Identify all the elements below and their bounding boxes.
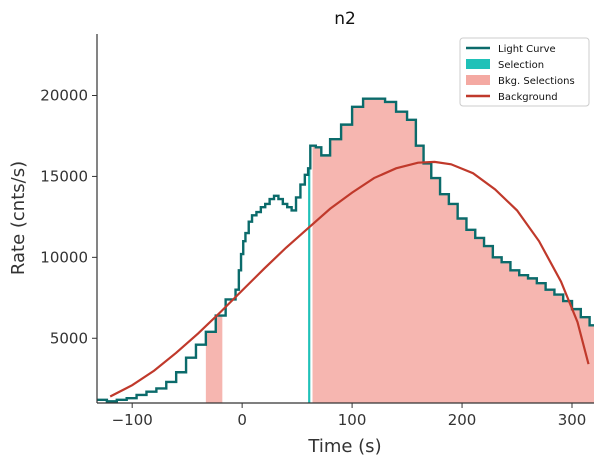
y-tick-label: 5000: [50, 329, 88, 347]
x-tick-label: 200: [448, 411, 477, 429]
legend-swatch: [466, 75, 490, 85]
x-tick-label: −100: [112, 411, 153, 429]
y-tick-label: 15000: [40, 167, 88, 185]
plot-area: [97, 97, 594, 403]
background-curve-line: [109, 160, 590, 398]
x-tick-label: 100: [338, 411, 367, 429]
legend-label: Bkg. Selections: [498, 76, 575, 87]
x-axis-label: Time (s): [307, 436, 381, 457]
x-tick-label: 300: [558, 411, 587, 429]
legend-box: [459, 37, 590, 107]
chart-title: n2: [334, 9, 356, 29]
x-tick-label: 0: [237, 411, 247, 429]
legend-label: Light Curve: [498, 44, 556, 55]
light-curve-line: [97, 97, 594, 403]
legend: Light Curve Selection Bkg. Selections Backg…: [459, 37, 590, 107]
legend-label: Selection: [498, 60, 544, 71]
bkg-selection-region-0: [205, 315, 223, 403]
selection-region-0: [308, 168, 311, 403]
legend-swatch: [466, 59, 490, 69]
ticks: −100 0 100 200 300 5000 10000 15000 20000: [40, 87, 586, 430]
y-tick-label: 10000: [40, 248, 88, 266]
y-axis-label: Rate (cnts/s): [8, 161, 29, 275]
bkg-selection-region-1: [312, 98, 594, 403]
legend-label: Background: [498, 92, 558, 103]
y-tick-label: 20000: [40, 87, 88, 105]
